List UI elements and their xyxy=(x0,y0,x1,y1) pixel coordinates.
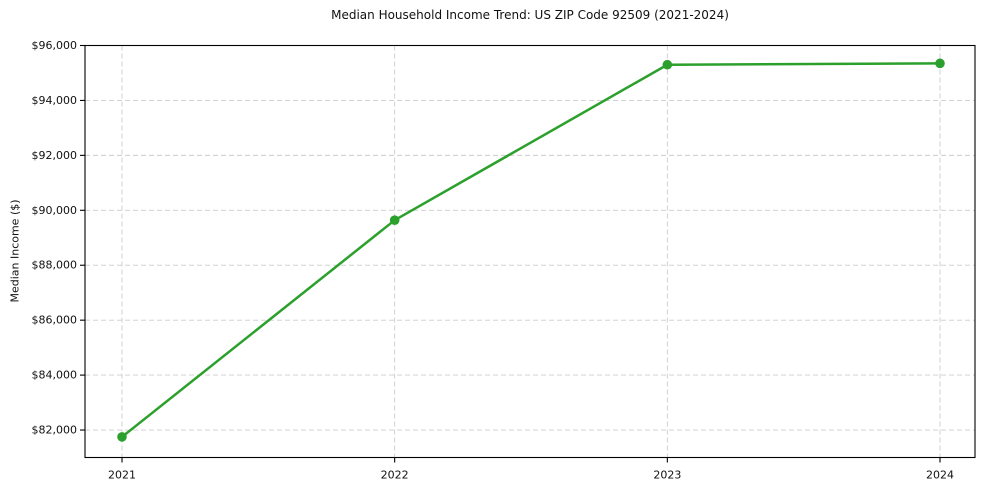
data-point-marker xyxy=(117,432,127,442)
y-tick-label: $96,000 xyxy=(32,39,78,52)
y-tick-label: $92,000 xyxy=(32,149,78,162)
y-tick-label: $90,000 xyxy=(32,204,78,217)
y-tick-label: $84,000 xyxy=(32,369,78,382)
data-point-marker xyxy=(389,215,400,225)
plot-border xyxy=(84,44,976,459)
data-point-marker xyxy=(935,58,945,69)
y-tick-label: $82,000 xyxy=(32,424,78,437)
trend-line xyxy=(120,62,942,439)
x-tick-label: 2024 xyxy=(926,469,954,482)
y-tick-label: $94,000 xyxy=(32,94,78,107)
x-tick-label: 2023 xyxy=(653,469,681,482)
y-tick-label: $86,000 xyxy=(32,314,78,327)
chart-title: Median Household Income Trend: US ZIP Co… xyxy=(331,8,729,22)
data-point-marker xyxy=(662,59,673,70)
x-tick-label: 2022 xyxy=(381,469,409,482)
y-tick-label: $88,000 xyxy=(32,259,78,272)
x-tick-label: 2021 xyxy=(108,469,136,482)
